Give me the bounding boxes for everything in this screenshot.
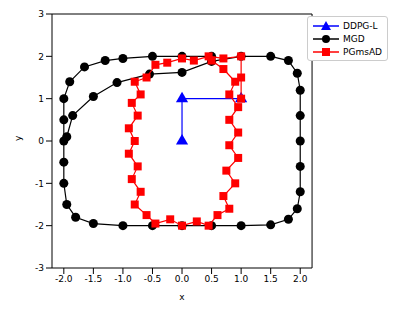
svg-text:x: x [179,292,185,302]
svg-text:2.0: 2.0 [293,274,308,284]
html-text:MGD: MGD [343,33,365,44]
svg-text:-0.5: -0.5 [144,274,162,284]
svg-text:1: 1 [38,94,44,104]
svg-text:-1: -1 [35,179,44,189]
svg-text:1.0: 1.0 [234,274,249,284]
svg-text:2: 2 [38,52,44,62]
html-text:DDPG-L: DDPG-L [343,20,378,31]
svg-text:1.5: 1.5 [264,274,278,284]
svg-text:-1.0: -1.0 [114,274,132,284]
svg-text:-1.5: -1.5 [85,274,103,284]
svg-text:0: 0 [38,136,44,146]
svg-text:-2: -2 [35,221,44,231]
svg-text:3: 3 [38,9,44,19]
svg-text:-3: -3 [35,263,44,273]
svg-text:0.5: 0.5 [204,274,218,284]
svg-text:-2.0: -2.0 [55,274,73,284]
svg-text:y: y [13,135,23,141]
svg-text:0.0: 0.0 [175,274,190,284]
html-text:PGmsAD: PGmsAD [343,46,382,57]
